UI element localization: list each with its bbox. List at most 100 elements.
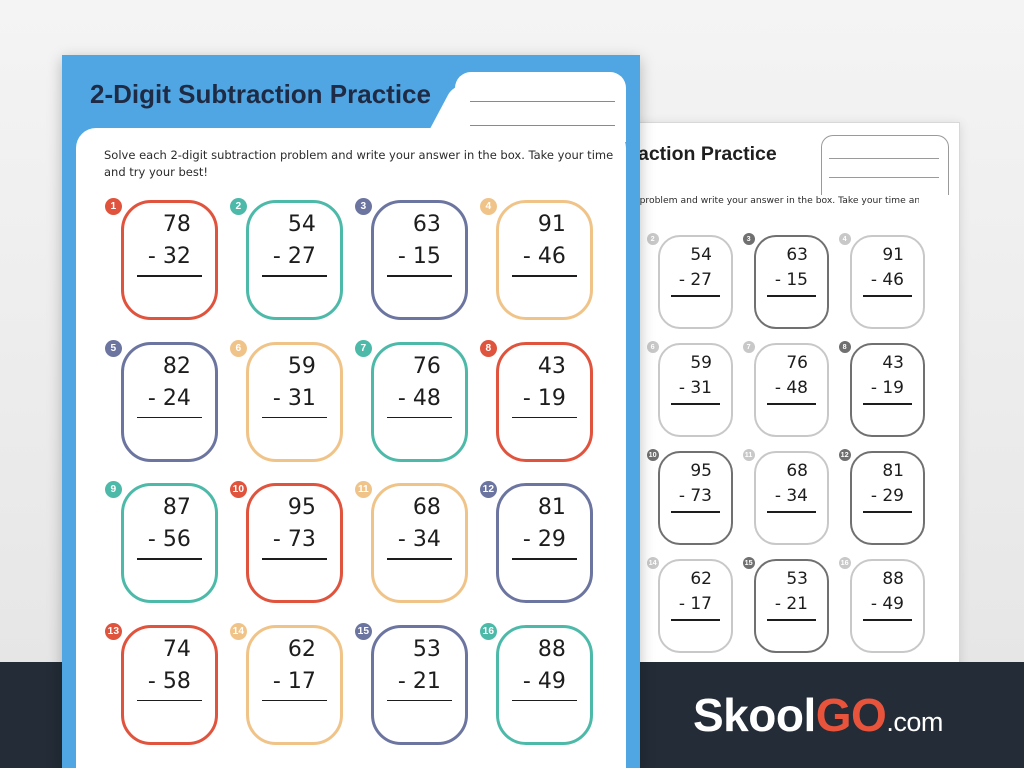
problem-number: 9 [104, 481, 122, 498]
problem-box [754, 559, 829, 653]
answer-line [862, 403, 913, 405]
brand-name: Skool [693, 689, 816, 741]
problem-box [850, 343, 925, 437]
problem-number: 2 [229, 198, 247, 215]
bottom-operand: - 32 [147, 244, 191, 269]
problem-box [371, 483, 468, 603]
answer-line [387, 275, 452, 277]
answer-line [387, 416, 452, 418]
top-operand: 95 [690, 461, 712, 481]
problem-number: 1 [104, 198, 122, 215]
answer-line [387, 558, 452, 560]
problem-number: 11 [742, 449, 755, 461]
answer-line [387, 699, 452, 701]
problem-number: 14 [646, 557, 659, 569]
bottom-operand: - 34 [397, 527, 441, 552]
top-operand: 76 [786, 353, 808, 373]
bottom-operand: - 27 [678, 270, 712, 290]
bottom-operand: - 15 [774, 270, 808, 290]
problem-box [754, 451, 829, 545]
problem-number: 2 [646, 233, 659, 245]
problem-box [246, 341, 343, 462]
problem-box [121, 483, 218, 603]
top-operand: 95 [287, 495, 316, 520]
answer-line [862, 619, 913, 621]
problem-number: 4 [838, 233, 851, 245]
bottom-operand: - 46 [870, 270, 904, 290]
top-operand: 68 [412, 495, 441, 520]
problem-box [658, 235, 733, 329]
problem-box [121, 200, 218, 320]
top-operand: 63 [786, 245, 808, 265]
problem-box [371, 200, 468, 320]
bottom-operand: - 56 [147, 527, 191, 552]
problem-number: 13 [104, 622, 122, 640]
answer-line [766, 511, 817, 513]
problem-number: 6 [229, 339, 247, 357]
answer-line [262, 416, 327, 418]
top-operand: 81 [882, 461, 904, 481]
top-operand: 53 [786, 569, 808, 589]
name-line [829, 158, 939, 159]
bottom-operand: - 48 [397, 385, 441, 411]
bottom-operand: - 19 [522, 385, 566, 411]
problem-box [246, 200, 343, 320]
bottom-operand: - 73 [272, 527, 316, 552]
answer-line [670, 619, 721, 621]
top-operand: 87 [162, 495, 191, 520]
bottom-operand: - 34 [774, 486, 808, 506]
top-operand: 54 [287, 212, 316, 237]
title: 2-Digit Subtraction Practice [90, 79, 431, 109]
problem-number: 5 [104, 339, 122, 357]
bottom-operand: - 21 [397, 668, 441, 694]
answer-line [137, 558, 202, 560]
top-operand: 43 [537, 353, 566, 379]
answer-line [137, 416, 202, 418]
problem-number: 10 [646, 449, 659, 461]
bottom-operand: - 48 [774, 378, 808, 398]
problem-number: 6 [646, 341, 659, 353]
name-tab-outline [821, 135, 949, 195]
bottom-operand: - 15 [397, 244, 441, 269]
answer-line [512, 558, 577, 560]
bottom-operand: - 31 [272, 385, 316, 411]
problem-number: 11 [354, 481, 372, 498]
problem-number: 3 [354, 198, 372, 215]
problem-box [496, 200, 593, 320]
bottom-operand: - 17 [678, 594, 712, 614]
top-operand: 43 [882, 353, 904, 373]
problem-box [850, 235, 925, 329]
bottom-operand: - 27 [272, 244, 316, 269]
problem-box [496, 483, 593, 603]
content-panel [76, 128, 626, 768]
brand-suffix: .com [886, 707, 943, 737]
answer-line [766, 403, 817, 405]
problem-box [754, 235, 829, 329]
problem-number: 3 [742, 233, 755, 245]
problem-box [121, 624, 218, 745]
bottom-operand: - 19 [870, 378, 904, 398]
instructions: Solve each 2-digit subtraction problem a… [104, 148, 614, 179]
problem-number: 10 [229, 481, 247, 498]
problem-number: 7 [742, 341, 755, 353]
bottom-operand: - 49 [870, 594, 904, 614]
top-operand: 88 [882, 569, 904, 589]
answer-line [137, 699, 202, 701]
front-sheet: 2-Digit Subtraction Practice Solve each 2… [62, 55, 640, 768]
top-operand: 62 [287, 636, 316, 662]
answer-line [137, 275, 202, 277]
top-operand: 81 [537, 495, 566, 520]
bottom-operand: - 73 [678, 486, 712, 506]
answer-line [512, 275, 577, 277]
answer-line [262, 558, 327, 560]
answer-line [512, 416, 577, 418]
problem-box [496, 624, 593, 745]
answer-line [512, 699, 577, 701]
top-operand: 59 [287, 353, 316, 379]
problem-number: 15 [742, 557, 755, 569]
bottom-operand: - 17 [272, 668, 316, 694]
bottom-operand: - 29 [522, 527, 566, 552]
problem-number: 15 [354, 622, 372, 640]
bottom-operand: - 21 [774, 594, 808, 614]
top-operand: 53 [412, 636, 441, 662]
